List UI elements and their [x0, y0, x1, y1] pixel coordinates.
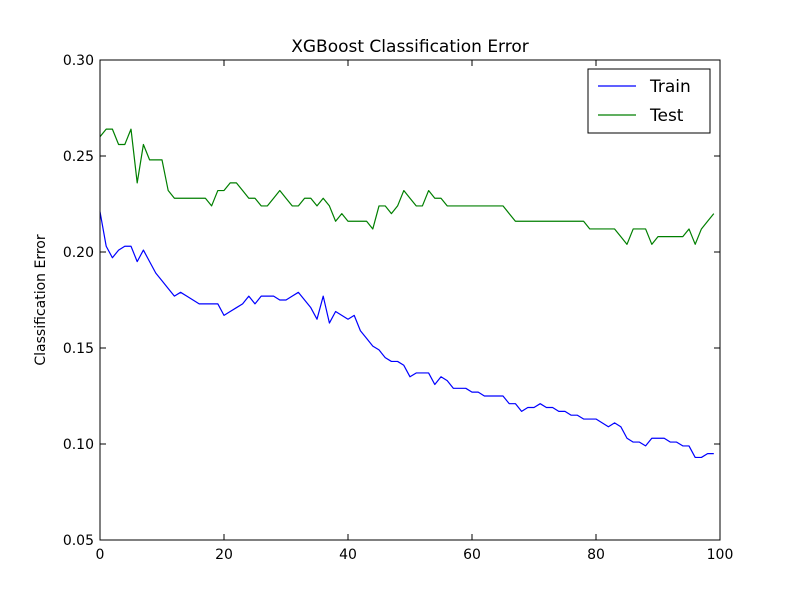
series-line-test — [99, 128, 715, 245]
y-axis-title: Classification Error — [33, 234, 49, 365]
legend-box — [587, 68, 711, 134]
legend-label-test: Test — [649, 106, 684, 126]
series-layer — [99, 128, 715, 459]
x-tick-label: 60 — [463, 547, 481, 563]
plot-background — [100, 60, 720, 540]
y-tick-label: 0.20 — [63, 245, 94, 261]
legend: Train Test — [587, 68, 711, 134]
x-tick-label: 80 — [587, 547, 605, 563]
y-tick-label: 0.25 — [63, 149, 94, 165]
x-tick-label: 40 — [339, 547, 357, 563]
y-tick-label: 0.10 — [63, 437, 94, 453]
y-tick-label: 0.15 — [63, 341, 94, 357]
plot-area — [100, 60, 720, 540]
plot-frame — [99, 59, 721, 541]
series-line-train — [99, 211, 714, 459]
chart-title: XGBoost Classification Error — [291, 37, 529, 57]
x-tick-label: 100 — [707, 547, 734, 563]
x-tick-label: 20 — [215, 547, 233, 563]
y-tick-label: 0.30 — [63, 53, 94, 69]
y-tick-label: 0.05 — [63, 533, 94, 549]
axis-tick-labels: 0 20 40 60 80 100 0.05 0.10 0.15 0.20 0.25 0.30 — [63, 53, 734, 563]
x-tick-label: 0 — [96, 547, 105, 563]
legend-label-train: Train — [649, 77, 691, 97]
